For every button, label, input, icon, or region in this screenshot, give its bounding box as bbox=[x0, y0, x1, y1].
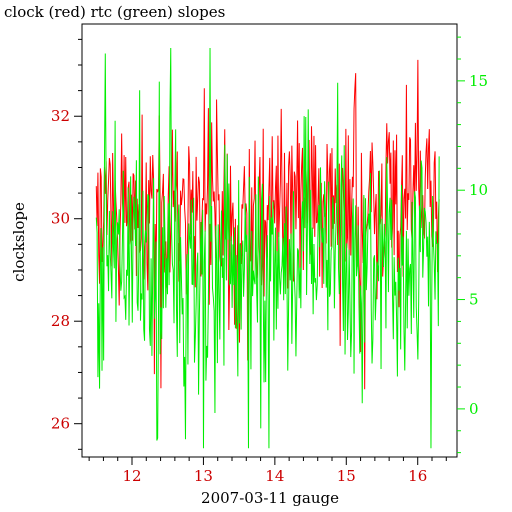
x-tick-label: 16 bbox=[408, 467, 427, 485]
y-right-tick-label: 10 bbox=[469, 181, 488, 199]
y-right-tick-label: 15 bbox=[469, 72, 488, 90]
series-clock-line bbox=[95, 59, 440, 390]
series-layer bbox=[95, 48, 440, 449]
series-rtc-line bbox=[95, 48, 440, 449]
y-left-tick-label: 26 bbox=[51, 415, 70, 433]
y-right-tick-label: 0 bbox=[469, 400, 479, 418]
y-left-tick-label: 30 bbox=[51, 210, 70, 228]
x-axis-label: 2007-03-11 gauge bbox=[201, 489, 339, 507]
y-left-tick-label: 32 bbox=[51, 107, 70, 125]
x-tick-label: 15 bbox=[337, 467, 356, 485]
axes-layer: 12 13 14 15 16 26 28 30 32 0 5 10 15 bbox=[51, 36, 488, 485]
chart-title: clock (red) rtc (green) slopes bbox=[4, 3, 225, 21]
plot-frame bbox=[81, 23, 458, 458]
x-tick-label: 14 bbox=[265, 467, 284, 485]
y-left-tick-label: 28 bbox=[51, 312, 70, 330]
x-tick-label: 12 bbox=[122, 467, 141, 485]
y-axis-label: clockslope bbox=[10, 202, 28, 282]
y-right-tick-label: 5 bbox=[469, 291, 479, 309]
x-tick-label: 13 bbox=[194, 467, 213, 485]
